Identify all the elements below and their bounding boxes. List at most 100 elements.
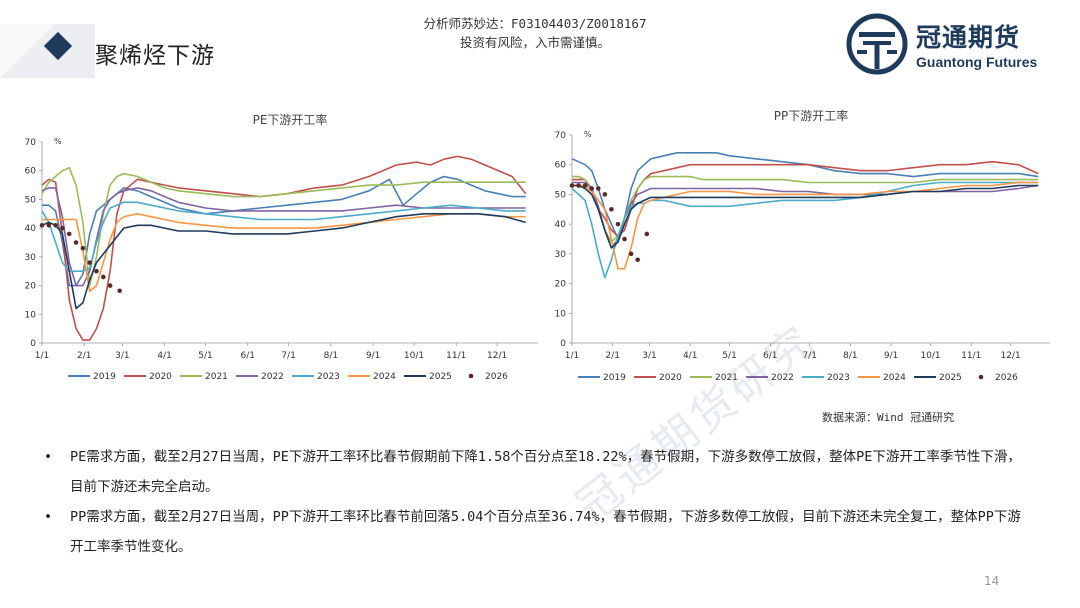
- series-2025-line: [572, 184, 1039, 249]
- legend-2020-label: 2020: [659, 373, 682, 383]
- x-tick-label: 12/1: [487, 351, 507, 361]
- legend-2020-label: 2020: [149, 372, 172, 382]
- legend-2021-label: 2021: [205, 372, 228, 382]
- analyst-info: 分析师苏妙达：F03104403/Z0018167 投资有风险，入市需谨慎。: [400, 14, 670, 52]
- page-title: 聚烯烃下游: [95, 43, 215, 69]
- legend-2026-marker: [978, 374, 984, 380]
- series-2024-line: [572, 181, 1039, 270]
- x-tick-label: 6/1: [241, 351, 255, 361]
- x-tick-label: 6/1: [763, 351, 777, 361]
- series-2026-point: [39, 222, 45, 228]
- pp-downstream-chart: PP下游开工率% 0 10 20 30 40 50 60 70 1/1 2/1 3/1 4/1 5/1 6/…: [555, 108, 1050, 383]
- pe-downstream-chart: PE下游开工率% 0 10 20 30 40 50 60 70 1/1 2/1 3/1 4/1 5/1 6/…: [25, 112, 538, 382]
- y-tick-label: 20: [555, 280, 567, 290]
- y-tick-label: 40: [25, 224, 37, 234]
- bullet-text-pe: PE需求方面，截至2月27日当周，PE下游开工率环比春节假期前下降1.58个百分…: [70, 449, 1021, 495]
- series-2021-line: [41, 167, 526, 287]
- analyst-line: 分析师苏妙达：F03104403/Z0018167: [423, 16, 647, 31]
- series-2026-point: [66, 231, 72, 237]
- legend-2023-label: 2023: [827, 373, 850, 383]
- y-axis-unit: %: [54, 137, 62, 146]
- legend-2026-label: 2026: [485, 372, 508, 382]
- series-2026-point: [644, 231, 650, 237]
- legend-2023-label: 2023: [317, 372, 340, 382]
- series-2026-point: [582, 183, 588, 188]
- series-2026-point: [609, 206, 614, 212]
- logo-name-en: Guantong Futures: [916, 54, 1038, 70]
- legend-2022-label: 2022: [771, 373, 794, 383]
- y-tick-label: 0: [560, 339, 566, 349]
- series-2026-point: [107, 283, 113, 288]
- series-2019-line: [571, 151, 1039, 240]
- legend-2025-label: 2025: [939, 373, 962, 383]
- series-2026-point: [117, 288, 122, 294]
- company-logo: 冠通期货 Guantong Futures: [845, 12, 1070, 75]
- series-2026-point: [80, 245, 86, 251]
- legend-2021-label: 2021: [715, 373, 738, 383]
- series-2026-point: [94, 268, 99, 274]
- series-2026-point: [576, 183, 581, 188]
- risk-warning: 投资有风险，入市需谨慎。: [459, 35, 610, 50]
- series-2022-line: [572, 181, 1039, 249]
- y-tick-label: 10: [555, 309, 567, 319]
- series-2026-point: [87, 260, 92, 265]
- series-2022-line: [41, 187, 526, 287]
- x-tick-label: 1/1: [565, 351, 579, 361]
- series-2026-point: [602, 192, 608, 197]
- series-2026-point: [73, 240, 79, 245]
- legend-2019-label: 2019: [603, 373, 626, 383]
- x-tick-label: 5/1: [198, 351, 212, 361]
- y-tick-label: 0: [30, 339, 36, 349]
- series-2026-point: [53, 222, 58, 228]
- series-2025-line: [41, 213, 526, 310]
- legend-2026-label: 2026: [995, 373, 1018, 383]
- x-tick-label: 3/1: [115, 351, 129, 361]
- y-tick-label: 70: [25, 138, 37, 148]
- chart-title: PE下游开工率: [253, 112, 328, 127]
- x-tick-label: 3/1: [642, 351, 656, 361]
- x-tick-label: 10/1: [404, 351, 424, 361]
- series-2026-point: [46, 222, 52, 228]
- header-decoration: [0, 24, 95, 78]
- x-tick-label: 9/1: [884, 351, 898, 361]
- series-2026-point: [635, 257, 640, 263]
- series-2026-point: [589, 186, 594, 191]
- commentary-list: • PE需求方面，截至2月27日当周，PE下游开工率环比春节假期前下降1.58个…: [44, 442, 1034, 562]
- y-tick-label: 10: [25, 310, 37, 320]
- series-2026-point: [101, 274, 106, 280]
- y-tick-label: 50: [555, 190, 567, 200]
- logo-name-cn: 冠通期货: [916, 23, 1021, 52]
- series-2026-point: [628, 251, 634, 257]
- series-2020-line: [572, 160, 1039, 237]
- legend-2024-label: 2024: [373, 372, 396, 382]
- x-tick-label: 9/1: [366, 351, 380, 361]
- page-number: 14: [984, 574, 1000, 588]
- series-2026-point: [60, 225, 65, 231]
- series-2023-line: [41, 201, 526, 272]
- legend-2024-label: 2024: [883, 373, 906, 383]
- legend-2022-label: 2022: [261, 372, 284, 382]
- series-2020-line: [41, 155, 527, 341]
- y-tick-label: 50: [25, 195, 37, 205]
- x-tick-label: 12/1: [1000, 351, 1020, 361]
- x-tick-label: 7/1: [802, 351, 816, 361]
- series-2024-line: [42, 213, 526, 293]
- list-item: • PP需求方面，截至2月27日当周，PP下游开工率环比春节前回落5.04个百分…: [44, 502, 1034, 562]
- x-tick-label: 5/1: [722, 351, 736, 361]
- x-tick-label: 7/1: [281, 351, 295, 361]
- legend-2025-label: 2025: [429, 372, 452, 382]
- y-tick-label: 40: [555, 220, 567, 230]
- x-tick-label: 8/1: [324, 351, 338, 361]
- series-2026-point: [615, 221, 621, 227]
- chart-title: PP下游开工率: [774, 108, 848, 123]
- x-tick-label: 8/1: [843, 351, 857, 361]
- x-tick-label: 2/1: [605, 351, 619, 361]
- x-tick-label: 2/1: [77, 351, 91, 361]
- list-item: • PE需求方面，截至2月27日当周，PE下游开工率环比春节假期前下降1.58个…: [44, 442, 1034, 502]
- y-tick-label: 20: [25, 282, 37, 292]
- series-2026-point: [595, 186, 601, 191]
- y-tick-label: 30: [555, 250, 567, 260]
- y-tick-label: 60: [555, 161, 567, 171]
- x-tick-label: 10/1: [920, 351, 940, 361]
- x-tick-label: 4/1: [683, 351, 697, 361]
